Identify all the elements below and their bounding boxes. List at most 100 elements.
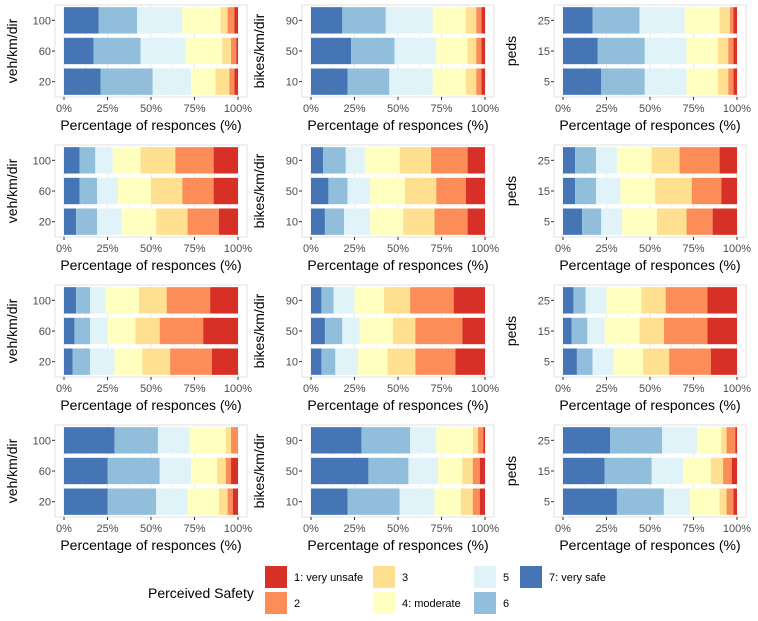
bar-segment: [387, 348, 416, 375]
bar-segment: [651, 457, 684, 485]
bar-segment: [151, 177, 183, 205]
bar-segment: [211, 348, 238, 375]
y-tick-label: 10: [286, 357, 298, 369]
bar-segment: [563, 348, 577, 375]
bar-segment: [721, 177, 737, 205]
bar-segment: [563, 457, 605, 485]
x-tick-label: 50%: [639, 243, 661, 255]
bar-segment: [95, 147, 113, 174]
bar-segment: [138, 287, 167, 314]
bar-segment: [576, 348, 593, 375]
x-tick-label: 100%: [471, 103, 499, 115]
bar-segment: [97, 177, 118, 205]
bar-segment: [415, 317, 463, 345]
bar-segment: [690, 488, 720, 515]
bar-segment: [231, 457, 238, 485]
bar-segment: [342, 7, 386, 34]
bar-segment: [404, 177, 437, 205]
y-tick-label: 50: [286, 46, 298, 58]
bar-segment: [64, 348, 73, 375]
y-axis-title: veh/km/dir: [4, 18, 20, 83]
x-axis-title: Percentage of responces (%): [307, 397, 488, 413]
bar-segment: [663, 488, 691, 515]
bar-segment: [726, 427, 736, 454]
legend-label: 5: [503, 572, 509, 584]
bar-segment: [347, 488, 400, 515]
bar-segment: [479, 457, 485, 485]
bar-segment: [64, 287, 77, 314]
bar-segment: [662, 427, 697, 454]
bar-segment: [436, 37, 468, 65]
x-axis-title: Percentage of responces (%): [60, 257, 241, 273]
bar-segment: [90, 287, 106, 314]
bar-segment: [684, 7, 720, 34]
legend-swatch: [373, 592, 395, 614]
bar-segment: [217, 457, 226, 485]
x-tick-label: 100%: [224, 243, 252, 255]
x-tick-label: 75%: [430, 523, 452, 535]
bar-segment: [384, 287, 411, 314]
x-tick-label: 50%: [387, 383, 409, 395]
bar-segment: [64, 147, 80, 174]
bar-segment: [114, 427, 158, 454]
bar-segment: [218, 208, 238, 235]
bar-segment: [98, 7, 138, 34]
bar-segment: [432, 68, 466, 95]
bar-segment: [117, 177, 151, 205]
bar-segment: [609, 427, 663, 454]
y-tick-label: 90: [286, 155, 298, 167]
bar-segment: [728, 68, 734, 95]
bar-segment: [723, 457, 732, 485]
y-axis-title: peds: [503, 36, 519, 66]
bar-segment: [733, 37, 737, 65]
bar-segment: [717, 37, 729, 65]
bar-segment: [575, 177, 597, 205]
bar-segment: [321, 287, 334, 314]
bar-segment: [93, 37, 141, 65]
bar-segment: [563, 488, 617, 515]
bar-segment: [596, 177, 621, 205]
x-tick-label: 25%: [96, 103, 118, 115]
y-tick-label: 20: [39, 217, 51, 229]
bar-segment: [225, 427, 232, 454]
y-tick-label: 15: [538, 466, 550, 478]
bar-segment: [467, 147, 485, 174]
x-tick-label: 25%: [96, 383, 118, 395]
bar-segment: [707, 317, 737, 345]
bar-segment: [222, 37, 232, 65]
legend: Perceived Safety 1: very unsafe 2 3 4: moder…: [148, 566, 606, 614]
bar-segment: [683, 457, 711, 485]
legend-label: 3: [402, 572, 408, 584]
bar-segment: [121, 208, 157, 235]
x-tick-label: 75%: [682, 243, 704, 255]
x-tick-label: 25%: [343, 523, 365, 535]
bar-segment: [135, 317, 160, 345]
bar-segment: [643, 348, 670, 375]
bar-segment: [587, 317, 605, 345]
x-axis-title: Percentage of responces (%): [307, 117, 488, 133]
bar-segment: [321, 348, 336, 375]
bar-segment: [203, 317, 238, 345]
bar-segment: [563, 37, 598, 65]
bar-segment: [328, 177, 348, 205]
bar-segment: [347, 177, 371, 205]
y-tick-label: 15: [538, 186, 550, 198]
bar-segment: [563, 147, 576, 174]
bar-segment: [345, 147, 365, 174]
bar-segment: [140, 37, 186, 65]
bar-segment: [191, 457, 218, 485]
bar-segment: [311, 317, 325, 345]
bar-segment: [64, 488, 108, 515]
bar-segment: [166, 287, 211, 314]
bar-segment: [323, 147, 346, 174]
bar-segment: [655, 177, 692, 205]
y-tick-label: 20: [39, 357, 51, 369]
bar-segment: [733, 7, 737, 34]
bar-segment: [389, 68, 433, 95]
bar-segment: [663, 317, 708, 345]
x-tick-label: 25%: [96, 523, 118, 535]
legend-label: 1: very unsafe: [294, 572, 363, 584]
